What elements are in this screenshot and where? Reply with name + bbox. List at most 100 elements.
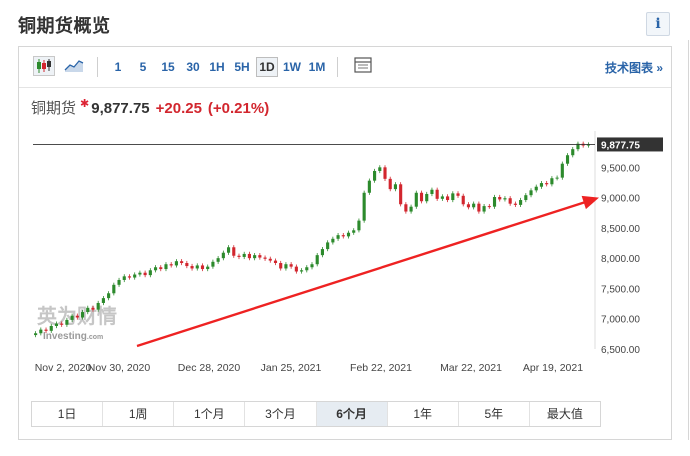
y-tick-label: 7,000.00 — [601, 315, 640, 326]
x-tick-label: Nov 30, 2020 — [88, 362, 151, 374]
candle-body — [529, 190, 533, 196]
candle-body — [54, 323, 59, 326]
candle-body — [576, 143, 580, 150]
timeframe-5h[interactable]: 5H — [234, 60, 250, 74]
candle-body — [565, 155, 570, 164]
candle-body — [560, 163, 564, 178]
candle-body — [174, 261, 178, 266]
candlestick-chart-icon[interactable] — [33, 56, 55, 76]
candle-body — [107, 293, 111, 299]
candle-body — [49, 325, 53, 331]
range-1y[interactable]: 1年 — [388, 402, 459, 426]
y-tick-label: 8,000.00 — [601, 254, 640, 265]
info-button[interactable]: i — [646, 12, 670, 36]
candle-body — [96, 302, 100, 310]
x-tick-label: Apr 19, 2021 — [523, 362, 583, 374]
candle-body — [539, 183, 544, 187]
chart-toolbar: 1 5 15 30 1H 5H 1D 1W 1M 技术图表 » — [19, 47, 671, 88]
candle-body — [492, 197, 497, 207]
candle-body — [331, 238, 335, 243]
timeframe-1m[interactable]: 1M — [308, 60, 326, 74]
candle-body — [122, 276, 126, 280]
candle-body — [242, 253, 246, 257]
timeframe-1[interactable]: 1 — [114, 60, 122, 74]
candle-body — [148, 270, 152, 276]
candle-body — [519, 200, 523, 205]
timeframe-15[interactable]: 15 — [161, 60, 175, 74]
table-view-icon[interactable] — [353, 56, 375, 76]
x-tick-label: Mar 22, 2021 — [440, 362, 502, 374]
candle-body — [409, 206, 413, 212]
trend-arrow — [136, 198, 594, 348]
candle-body — [482, 206, 486, 212]
candle-body — [336, 235, 340, 239]
candle-body — [310, 264, 314, 268]
candle-body — [180, 261, 184, 264]
range-3m[interactable]: 3个月 — [245, 402, 317, 426]
candle-body — [571, 149, 575, 156]
price-change: +20.25 — [155, 100, 202, 117]
candle-body — [305, 267, 309, 271]
watermark: 英为财情 Investing.com — [37, 304, 117, 342]
price-chart[interactable]: 9,500.00 9,000.00 8,500.00 8,000.00 7,500.00… — [19, 127, 671, 377]
candle-body — [117, 279, 121, 285]
star-icon: ✱ — [80, 98, 90, 110]
candle-body — [430, 189, 434, 194]
candle-body — [419, 192, 424, 202]
candle-body — [404, 204, 408, 212]
chart-panel: 1 5 15 30 1H 5H 1D 1W 1M 技术图表 » 铜期货 ✱ 9,87… — [18, 46, 672, 440]
y-tick-label: 6,500.00 — [601, 345, 640, 356]
candle-body — [44, 329, 48, 331]
candle-body — [550, 178, 554, 185]
toolbar-divider — [337, 57, 338, 77]
x-tick-label: Feb 22, 2021 — [350, 362, 412, 374]
candle-body — [268, 258, 272, 261]
range-1d[interactable]: 1日 — [32, 402, 104, 426]
candle-body — [138, 272, 142, 275]
toolbar-divider — [97, 57, 98, 77]
candle-body — [80, 312, 85, 318]
candle-body — [362, 192, 366, 221]
y-tick-label: 8,500.00 — [601, 224, 640, 235]
candle-body — [127, 276, 132, 278]
page-title: 铜期货概览 — [18, 16, 111, 36]
range-max[interactable]: 最大值 — [546, 407, 583, 421]
candle-body — [320, 249, 324, 256]
candle-body — [435, 189, 439, 199]
candle-body — [440, 196, 444, 199]
candle-body — [487, 206, 491, 208]
x-tick-label: Nov 2, 2020 — [35, 362, 92, 374]
timeframe-5[interactable]: 5 — [139, 60, 147, 74]
candle-body — [70, 315, 74, 320]
timeframe-1w[interactable]: 1W — [283, 60, 301, 74]
candle-body — [451, 193, 455, 201]
timeframe-1h[interactable]: 1H — [209, 60, 225, 74]
x-tick-label: Jan 25, 2021 — [261, 362, 322, 374]
technical-chart-link[interactable]: 技术图表 » — [604, 61, 663, 75]
candle-body — [456, 193, 460, 196]
range-6m[interactable]: 6个月 — [316, 402, 388, 426]
timeframe-1d[interactable]: 1D — [256, 57, 278, 77]
candle-body — [315, 255, 319, 265]
range-5y[interactable]: 5年 — [459, 402, 530, 426]
candle-body — [159, 267, 163, 270]
candle-body — [461, 195, 465, 205]
candle-body — [216, 258, 220, 262]
candle-body — [195, 265, 199, 269]
candle-body — [164, 264, 168, 270]
area-chart-icon[interactable] — [63, 56, 85, 76]
candle-body — [534, 186, 538, 191]
range-1w[interactable]: 1周 — [103, 402, 175, 426]
candle-body — [373, 170, 377, 181]
candle-body — [263, 257, 267, 259]
y-tick-label: 9,500.00 — [601, 163, 640, 174]
timeframe-30[interactable]: 30 — [186, 60, 200, 74]
candle-body — [508, 198, 512, 204]
range-1m[interactable]: 1个月 — [174, 402, 246, 426]
candle-body — [294, 266, 298, 272]
instrument-name: 铜期货 — [31, 100, 77, 117]
price-change-pct: (+0.21%) — [207, 100, 270, 117]
candle-body — [258, 255, 262, 258]
candle-body — [341, 235, 345, 237]
x-tick-label: Dec 28, 2020 — [178, 362, 241, 374]
